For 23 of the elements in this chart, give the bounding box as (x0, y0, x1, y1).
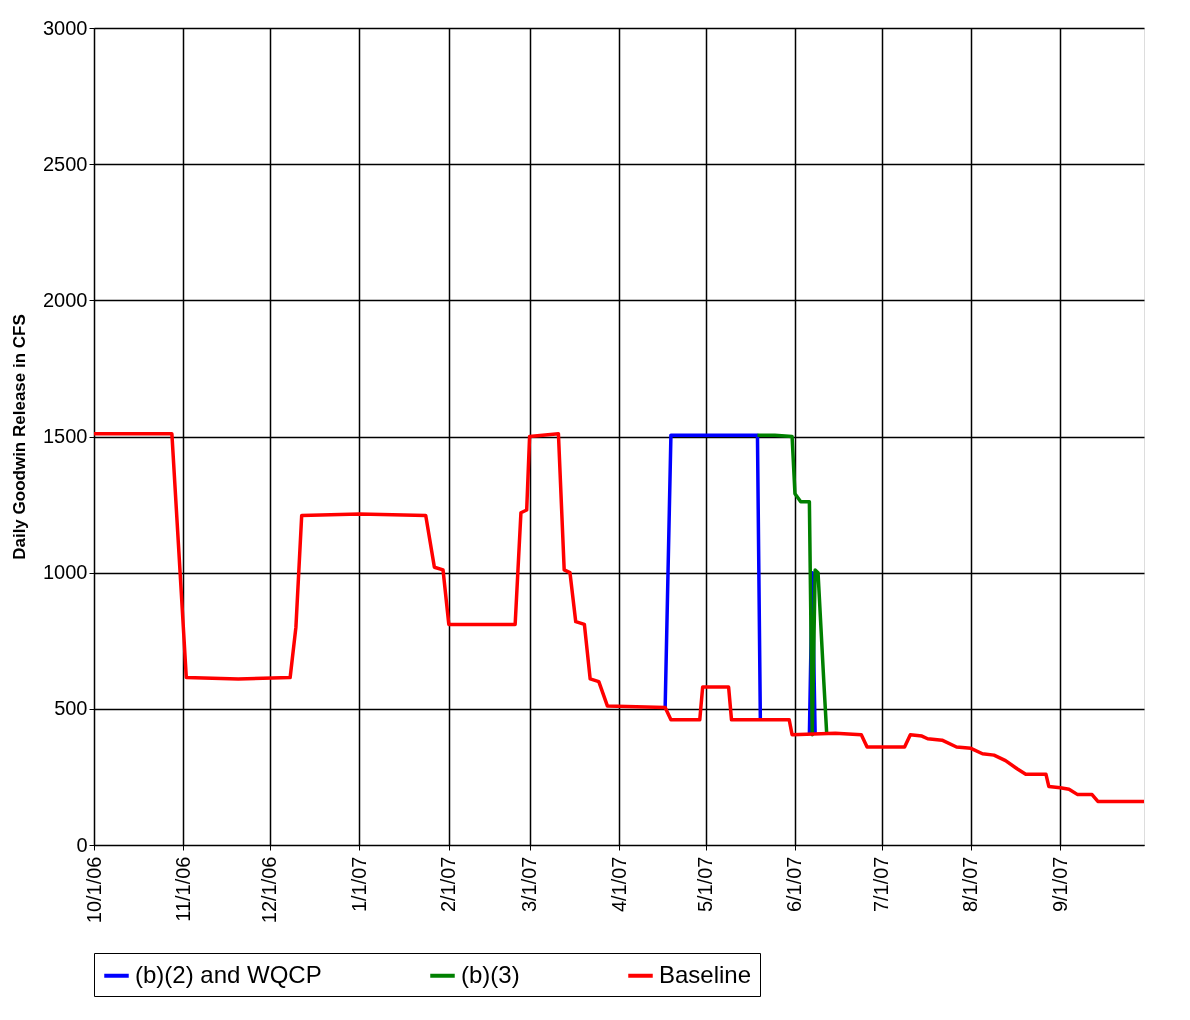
y-tick-label: 0 (76, 833, 88, 856)
y-tick-label: 3000 (43, 16, 88, 39)
x-tick-label: 6/1/07 (783, 856, 806, 913)
legend-label: (b)(3) (461, 960, 520, 988)
legend-label: (b)(2) and WQCP (135, 960, 322, 988)
x-tick-label: 12/1/06 (258, 856, 281, 924)
x-tick-label: 3/1/07 (518, 856, 541, 913)
x-tick-label: 1/1/07 (347, 856, 370, 913)
x-tick-label: 7/1/07 (870, 856, 892, 913)
x-tick-label: 4/1/07 (607, 856, 630, 913)
y-tick-label: 500 (54, 697, 88, 720)
x-tick-label: 10/1/06 (82, 856, 105, 924)
x-tick-label: 8/1/07 (959, 856, 982, 913)
y-axis-title: Daily Goodwin Release in CFS (10, 314, 30, 560)
x-tick-label: 2/1/07 (437, 856, 460, 913)
y-tick-label: 2000 (43, 288, 88, 311)
legend-label: Baseline (659, 960, 752, 988)
y-tick-label: 1000 (43, 561, 88, 584)
x-tick-label: 11/1/06 (171, 856, 194, 922)
y-tick-label: 2500 (43, 152, 88, 175)
y-tick-label: 1500 (43, 425, 88, 447)
x-tick-label: 5/1/07 (694, 856, 717, 913)
x-tick-label: 9/1/07 (1048, 856, 1071, 913)
